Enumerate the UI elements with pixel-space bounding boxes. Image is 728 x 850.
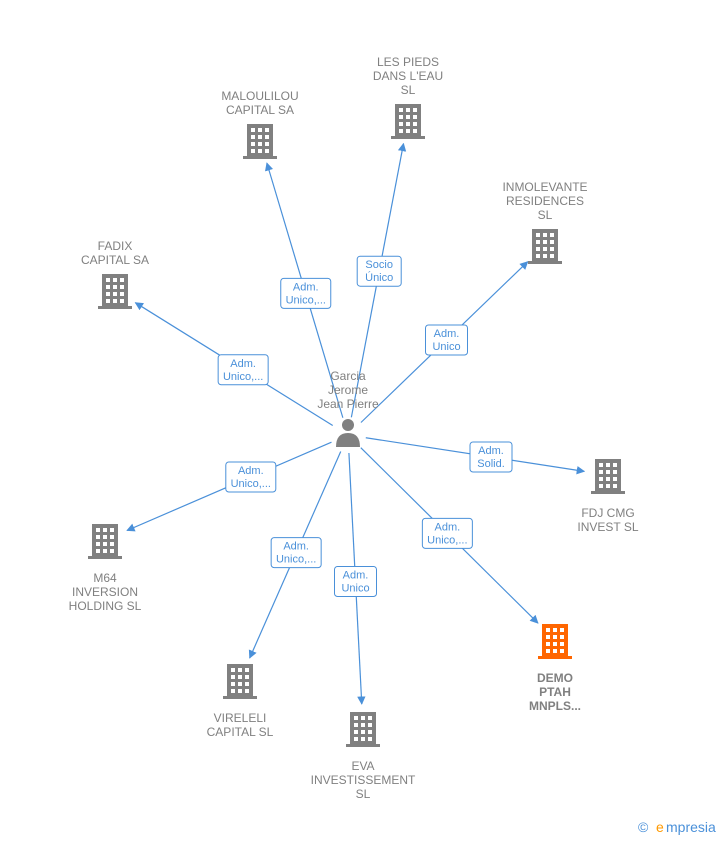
brand-initial: e xyxy=(656,819,664,835)
building-icon xyxy=(243,124,277,159)
company-node[interactable]: INMOLEVANTERESIDENCESSL xyxy=(502,180,587,264)
company-label: LES PIEDSDANS L'EAUSL xyxy=(373,55,443,97)
company-node[interactable]: LES PIEDSDANS L'EAUSL xyxy=(373,55,443,139)
company-node[interactable]: VIRELELICAPITAL SL xyxy=(207,664,274,739)
building-icon xyxy=(391,104,425,139)
company-node[interactable]: DEMOPTAHMNPLS... xyxy=(529,624,581,713)
person-icon xyxy=(336,419,360,447)
building-icon xyxy=(88,524,122,559)
building-icon xyxy=(528,229,562,264)
company-label: INMOLEVANTERESIDENCESSL xyxy=(502,180,587,222)
copyright-symbol: © xyxy=(638,819,649,835)
company-label: DEMOPTAHMNPLS... xyxy=(529,671,581,713)
building-icon xyxy=(538,624,572,659)
edge-label-text: Adm.Solid. xyxy=(477,445,505,470)
edge-label-text: SocioÚnico xyxy=(365,259,393,284)
building-icon xyxy=(346,712,380,747)
center-person-node[interactable]: GarciaJeromeJean Pierre xyxy=(317,369,379,447)
company-label: M64INVERSIONHOLDING SL xyxy=(69,571,142,613)
center-person-label: GarciaJeromeJean Pierre xyxy=(317,369,379,411)
company-node[interactable]: MALOULILOUCAPITAL SA xyxy=(221,89,298,159)
building-icon xyxy=(98,274,132,309)
building-icon xyxy=(223,664,257,699)
company-node[interactable]: FADIXCAPITAL SA xyxy=(81,239,149,309)
company-label: MALOULILOUCAPITAL SA xyxy=(221,89,298,117)
company-node[interactable]: EVAINVESTISSEMENTSL xyxy=(311,712,416,801)
company-label: FADIXCAPITAL SA xyxy=(81,239,149,267)
company-label: FDJ CMGINVEST SL xyxy=(577,506,638,534)
company-node[interactable]: FDJ CMGINVEST SL xyxy=(577,459,638,534)
edge-label-text: Adm.Unico xyxy=(341,570,369,595)
edge-label-text: Adm.Unico xyxy=(432,328,460,353)
company-label: EVAINVESTISSEMENTSL xyxy=(311,759,416,801)
company-node[interactable]: M64INVERSIONHOLDING SL xyxy=(69,524,142,613)
company-label: VIRELELICAPITAL SL xyxy=(207,711,274,739)
network-diagram: Adm.Unico,...SocioÚnicoAdm.UnicoAdm.Unic… xyxy=(0,0,728,850)
brand-text: mpresia xyxy=(666,819,716,835)
building-icon xyxy=(591,459,625,494)
